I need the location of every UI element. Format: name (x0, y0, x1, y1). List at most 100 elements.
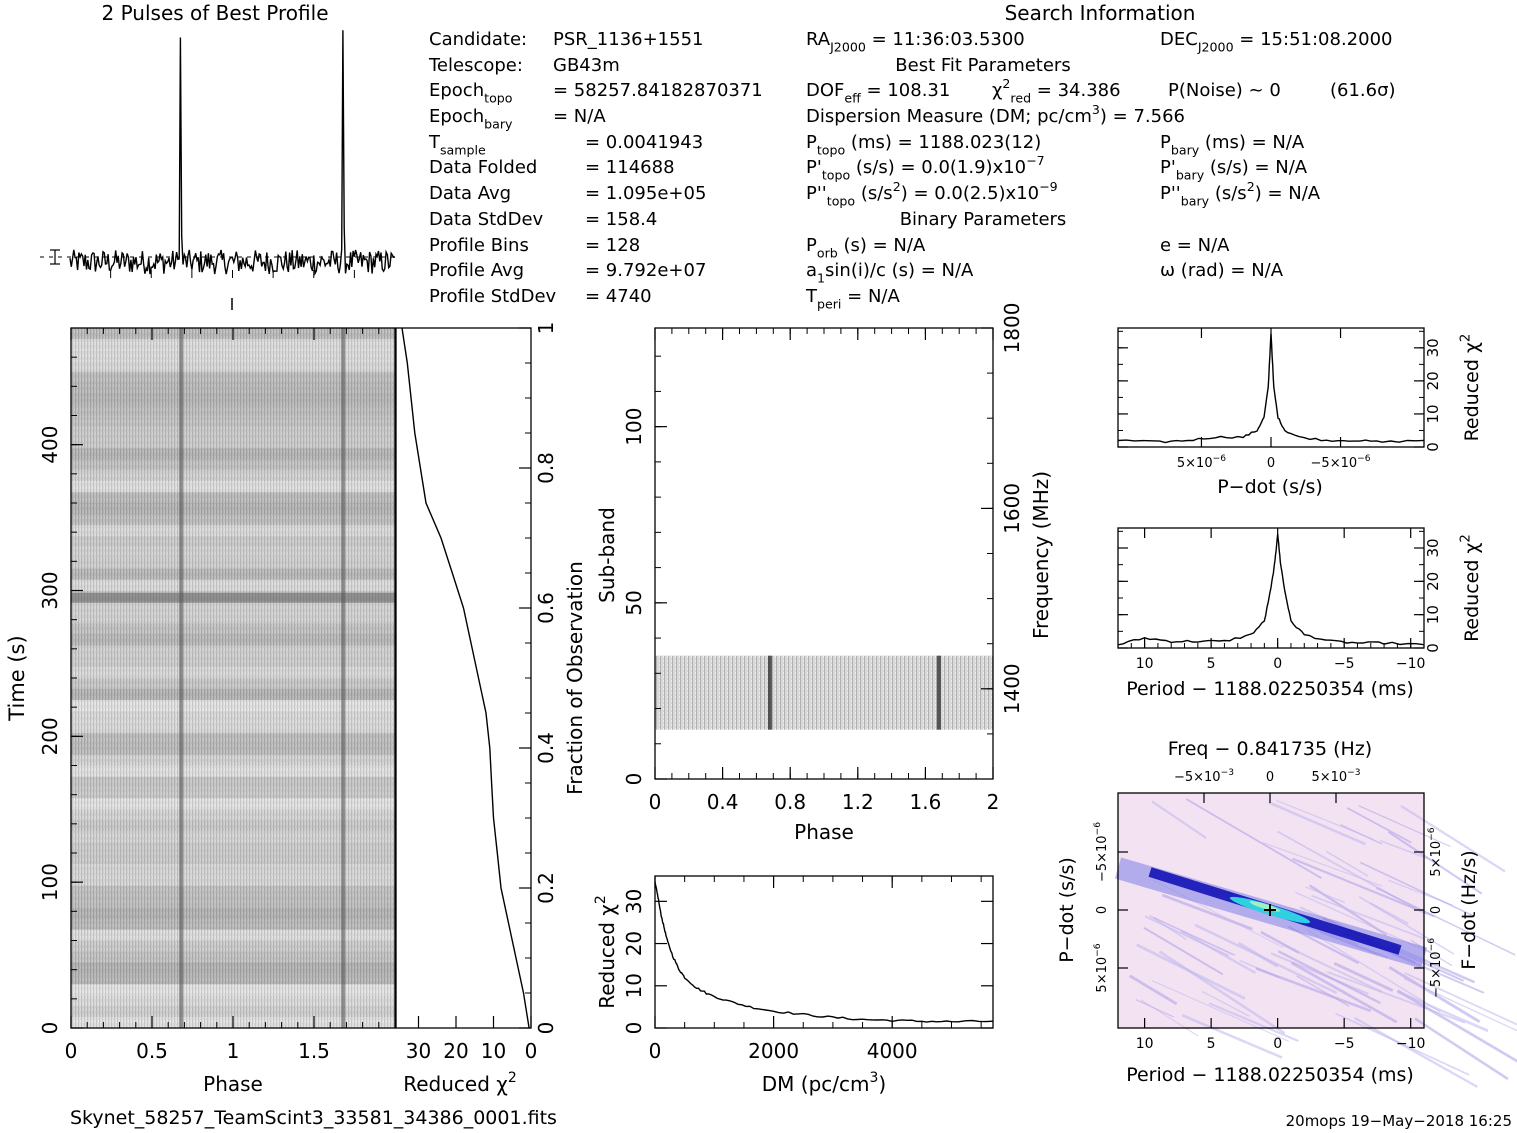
time-phase-heatmap (71, 328, 395, 1028)
time-phase-row (71, 623, 395, 635)
y-tick-label: 20 (1424, 572, 1442, 591)
ppdot-streak (1290, 961, 1398, 1024)
y-tick-label: 0.2 (534, 872, 558, 904)
y-axis-label: Fraction of Observation (563, 561, 587, 795)
time-phase-row (71, 962, 395, 974)
chi-curve (1117, 333, 1425, 444)
info-value: = 1.095e+05 (585, 183, 706, 204)
ppdot-streak (1151, 980, 1289, 1042)
y-axis-label: Reduced χ2 (1458, 334, 1483, 442)
time-phase-row (71, 371, 395, 384)
time-phase-row (71, 338, 395, 351)
info-value: GB43m (553, 55, 620, 76)
info-label: Profile Bins (429, 235, 529, 256)
subband-pulse (936, 655, 941, 730)
info-label: Epochtopo (429, 80, 513, 105)
ppdot-streak (1388, 966, 1481, 1024)
time-phase-row (71, 699, 395, 712)
x-tick-label: 0.4 (707, 790, 739, 814)
ppdot-streak (1255, 967, 1372, 1013)
info-label: Data Avg (429, 183, 511, 204)
y-tick-label: 30 (1424, 338, 1442, 357)
chi-curve (1117, 533, 1425, 646)
x-axis-label: Period − 1188.02250354 (ms) (1126, 1064, 1414, 1086)
y-tick-label: 100 (622, 408, 646, 446)
y-axis-label: P−dot (s/s) (1056, 857, 1078, 963)
y-tick-label: 30 (1424, 538, 1442, 557)
y-tick-label: 0 (38, 1022, 62, 1035)
ppdot-streak (1396, 989, 1517, 1063)
ppdot-streak (1333, 962, 1394, 992)
dec-value: DECJ2000 = 15:51:08.2000 (1160, 29, 1392, 54)
info-label: Profile StdDev (429, 286, 557, 307)
dm-chi-plot: 0 2000 4000 0 10 20 30 DM (pc/cm3) Reduced χ2 (593, 875, 994, 1096)
ppdot-peak-core (1249, 901, 1281, 912)
time-phase-row (71, 678, 395, 690)
time-phase-row (71, 667, 395, 679)
profile-plot (40, 30, 396, 310)
y-tick-label: 0 (622, 1022, 646, 1035)
time-phase-row (71, 503, 395, 515)
dof-value: DOFeff = 108.31 (806, 80, 950, 105)
time-phase-row (71, 874, 395, 887)
time-phase-row (71, 863, 395, 876)
y-tick-label: 1 (534, 322, 558, 335)
x-tick-label: −10 (1396, 656, 1426, 672)
best-fit-title: Best Fit Parameters (895, 55, 1070, 76)
time-phase-row (71, 831, 395, 843)
x-tick-label: −5 (1334, 656, 1355, 672)
chi-fraction-frame (395, 327, 532, 1029)
x-tick-label: 10 (1136, 1036, 1154, 1052)
x-tick-label: −10 (1396, 1036, 1426, 1052)
ppdot-streak (1202, 991, 1250, 1017)
ppdot-streak (1410, 939, 1453, 967)
x-tick-label: 0 (649, 790, 662, 814)
y-tick-label: 50 (622, 590, 646, 615)
x-tick-label: −5 (1334, 1036, 1355, 1052)
ppdot-streak (1307, 929, 1441, 1013)
y2-tick-label: 5×10−6 (1427, 827, 1444, 876)
chi-vs-fraction-plot: 30 20 10 0 0 0.2 0.4 0.6 0.8 1 Reduced χ2 Fraction … (395, 322, 587, 1096)
ppdot-streak (1311, 894, 1425, 940)
x-tick-label: 2 (987, 790, 1000, 814)
info-value: = 158.4 (585, 209, 657, 230)
ppdot-streak (1276, 800, 1374, 840)
y-tick-label: 200 (38, 717, 62, 755)
profile-title: 2 Pulses of Best Profile (102, 1, 329, 25)
info-value: = 0.0041943 (585, 132, 703, 153)
subband-pulse (767, 655, 772, 730)
time-phase-row (71, 349, 395, 362)
y-tick-label: 20 (622, 931, 646, 956)
x-tick-label: 10 (1136, 656, 1154, 672)
y2-tick-label: 1400 (1000, 663, 1024, 714)
profile-series-line (69, 30, 396, 277)
x-tick-label: 5×10−6 (1177, 454, 1226, 471)
time-phase-row (71, 404, 395, 416)
y-tick-label: 0 (1424, 442, 1442, 452)
time-phase-row (71, 798, 395, 810)
x-tick-label: 1 (227, 1039, 240, 1063)
y-tick-label: 0.6 (534, 592, 558, 624)
x-axis-label: Phase (794, 820, 854, 844)
time-phase-row (71, 579, 395, 591)
pdot-topo-value: P'topo (s/s) = 0.0(1.9)x10−7 (806, 153, 1045, 182)
x-tick-label: 0 (525, 1039, 538, 1063)
time-phase-row (71, 470, 395, 482)
time-phase-row (71, 601, 395, 613)
ra-value: RAJ2000 = 11:36:03.5300 (806, 29, 1025, 54)
time-phase-row (71, 918, 395, 931)
y-tick-label: 0 (1424, 643, 1442, 653)
info-value: = 58257.84182870371 (553, 80, 763, 101)
y-axis-label: Reduced χ2 (1458, 534, 1483, 642)
y2-tick-label: 1600 (1000, 483, 1024, 534)
pulse-track (341, 328, 346, 1028)
ppdot-streak (1153, 916, 1236, 956)
x-axis-label: P−dot (s/s) (1217, 476, 1323, 498)
time-phase-row (71, 415, 395, 427)
y-tick-label: 20 (1424, 371, 1442, 390)
footer-filename: Skynet_58257_TeamScint3_33581_34386_0001… (70, 1107, 557, 1129)
ppdot-streak (1353, 1016, 1478, 1088)
y-tick-label: 30 (622, 889, 646, 914)
time-phase-row (71, 382, 395, 395)
ecc-value: e = N/A (1160, 235, 1230, 256)
